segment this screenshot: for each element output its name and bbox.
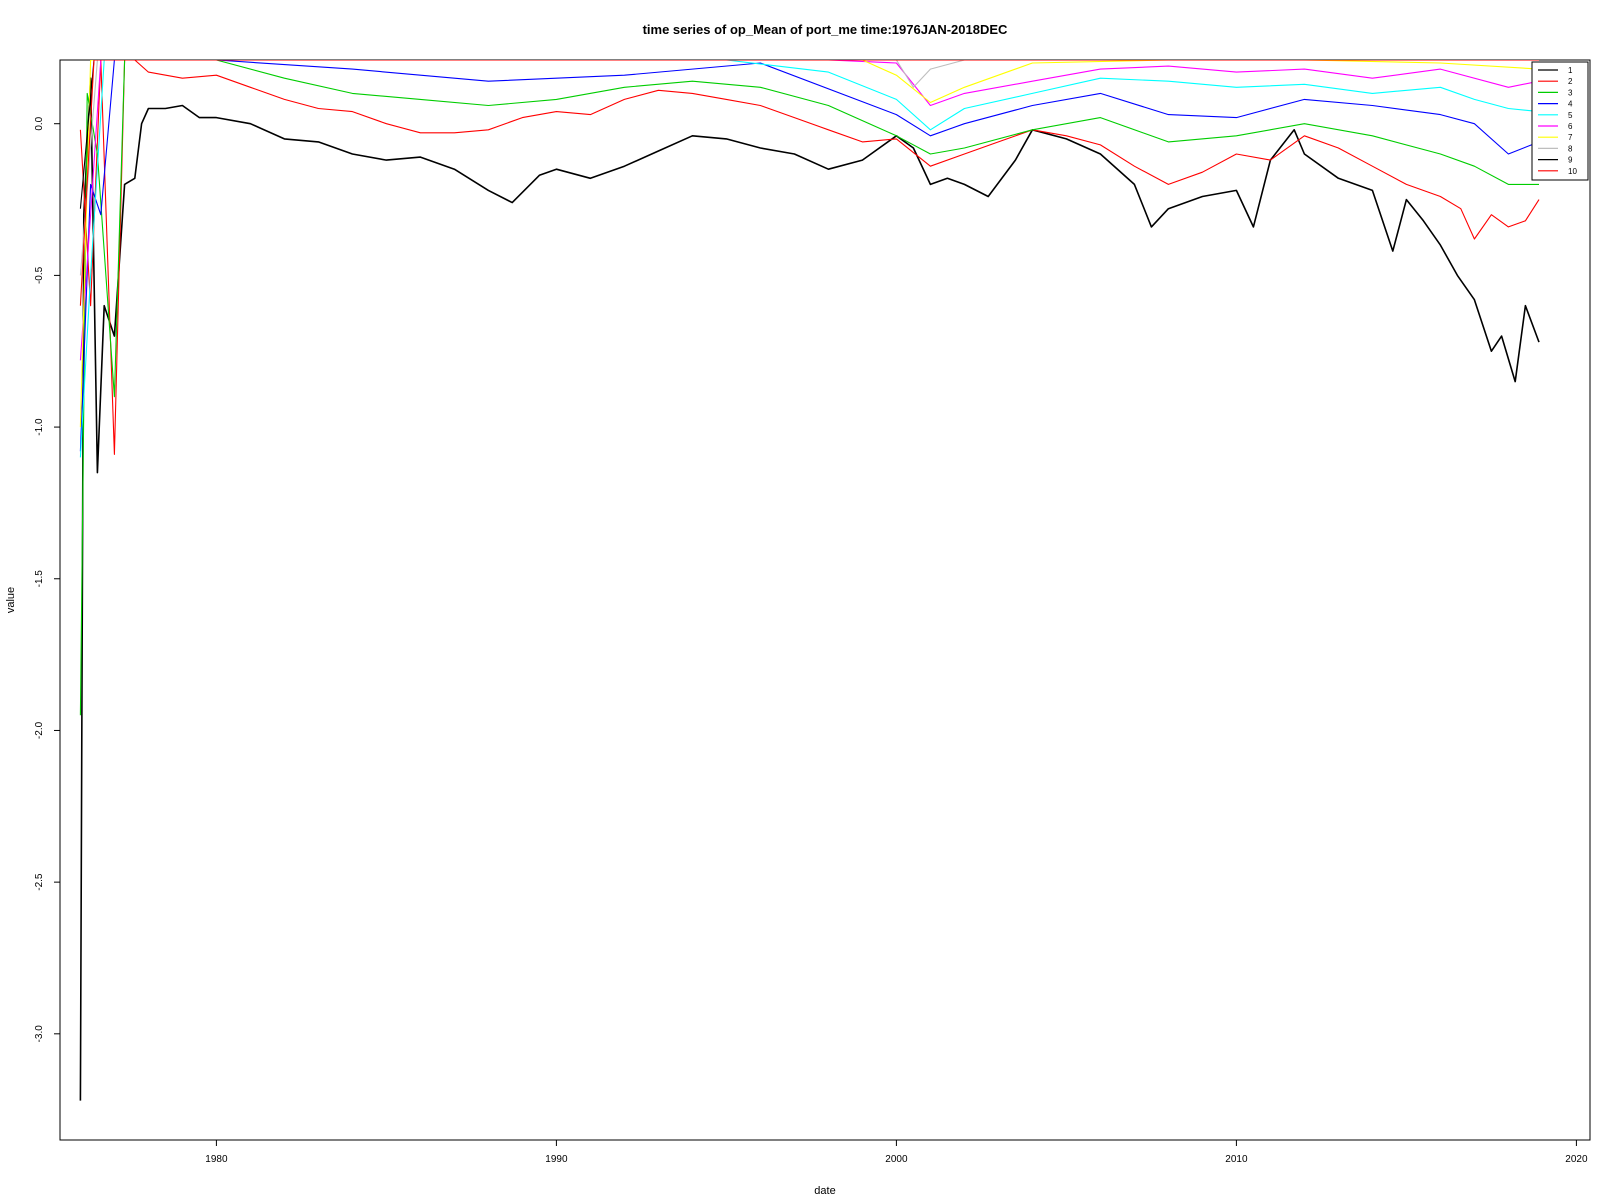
x-axis: 1980 1990 2000 2010 2020 [205,1140,1588,1165]
legend-entry: 4 [1568,100,1573,109]
series-line-8 [79,60,1539,276]
legend-entry: 2 [1568,77,1573,86]
legend-entry: 6 [1568,122,1573,131]
y-tick-label: 0.0 [34,116,45,130]
y-tick-label: -2.0 [34,721,45,739]
x-tick-label: 2020 [1565,1154,1588,1165]
series-line-9 [79,60,1539,209]
legend-entry: 7 [1568,133,1573,142]
y-axis: 0.0 -0.5 -1.0 -1.5 -2.0 -2.5 -3.0 [34,116,60,1042]
series-line-4 [79,60,1540,452]
legend-entry: 1 [1568,66,1573,75]
y-tick-label: -3.0 [34,1025,45,1043]
legend-entry: 9 [1568,156,1573,165]
y-axis-label: value [5,587,17,613]
series-line-10 [79,60,1539,306]
plot-frame [59,59,1591,1141]
x-axis-label: date [814,1185,835,1197]
series-line-6 [79,60,1540,361]
chart-title: time series of op_Mean of port_me time:1… [643,22,1008,37]
legend-box [1531,61,1589,181]
y-tick-label: -2.5 [34,873,45,891]
legend: 1 2 3 4 5 6 7 8 9 10 [1531,61,1589,181]
x-tick-label: 2010 [1225,1154,1248,1165]
y-tick-label: -1.0 [34,418,45,436]
legend-entry: 3 [1568,88,1573,97]
x-tick-label: 1990 [545,1154,568,1165]
series-line-5 [79,60,1540,458]
plot-area [59,59,1591,1141]
y-tick-label: -0.5 [34,266,45,284]
series-layer [79,60,1540,1101]
legend-entry: 10 [1568,167,1577,176]
series-line-3 [79,60,1539,716]
legend-entry: 8 [1568,144,1573,153]
series-line-7 [79,60,1540,428]
series-line-2 [79,60,1540,455]
x-tick-label: 1980 [205,1154,228,1165]
y-tick-label: -1.5 [34,570,45,588]
x-tick-label: 2000 [885,1154,908,1165]
legend-entry: 5 [1568,111,1573,120]
series-line-1 [79,77,1540,1101]
